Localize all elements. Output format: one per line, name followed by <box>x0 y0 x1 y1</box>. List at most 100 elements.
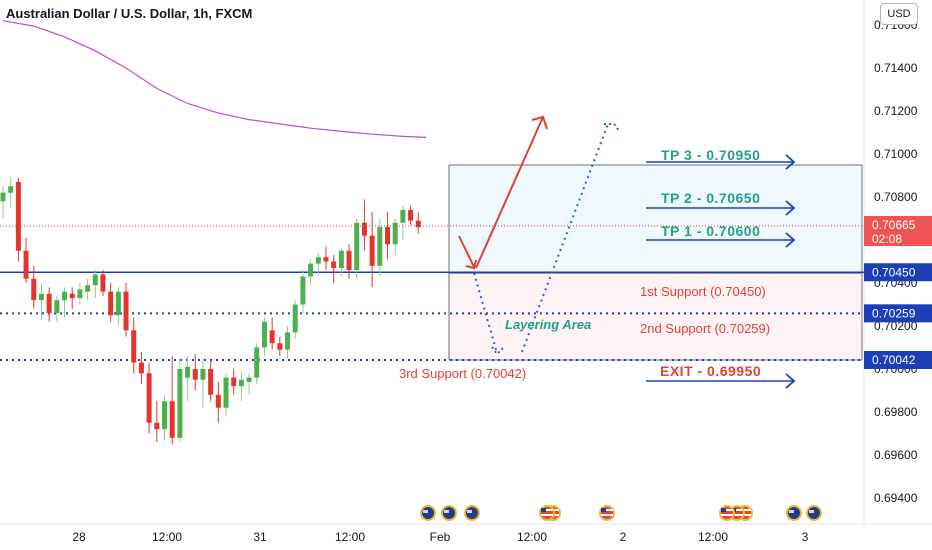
candle-body <box>192 369 198 380</box>
price-tick-label: 0.69400 <box>874 491 918 505</box>
candle-body <box>62 291 68 301</box>
candle-body <box>377 227 383 266</box>
drop-arrow-red-head <box>465 259 477 270</box>
candle-body <box>223 377 229 408</box>
candle-body <box>400 209 406 223</box>
australia-flag-icon[interactable] <box>420 505 436 521</box>
first-support-label: 1st Support (0.70450) <box>640 284 766 299</box>
candle-body <box>92 274 98 286</box>
candle-body <box>315 257 321 264</box>
candle-body <box>231 377 237 387</box>
us-flag-icon[interactable] <box>539 505 555 521</box>
projection-arrows <box>458 115 621 356</box>
candle-body <box>308 263 314 277</box>
australia-flag-icon[interactable] <box>441 505 457 521</box>
time-tick-label: 28 <box>72 530 86 544</box>
candle-body <box>300 276 306 305</box>
currency-button[interactable]: USD <box>880 3 918 25</box>
time-tick-label: 3 <box>802 530 809 544</box>
time-tick-label: 12:00 <box>152 530 182 544</box>
candle-body <box>169 401 175 438</box>
candle-body <box>8 186 14 193</box>
time-tick-label: 12:00 <box>698 530 728 544</box>
layering-zone <box>449 273 862 360</box>
support-levels <box>0 271 864 361</box>
candle-body <box>54 300 60 314</box>
price-tick-label: 0.69600 <box>874 448 918 462</box>
price-axis[interactable]: 0.716000.714000.712000.710000.708000.706… <box>874 18 918 505</box>
current-price-tag-text: 0.70665 <box>872 218 916 232</box>
layering-area-label: Layering Area <box>505 317 591 332</box>
candle-body <box>200 369 206 380</box>
rally-arrow-red <box>475 116 544 269</box>
time-tick-label: Feb <box>430 530 451 544</box>
third-support-label: 3rd Support (0.70042) <box>399 366 526 381</box>
tp1-label: TP 1 - 0.70600 <box>661 223 760 239</box>
candle-body <box>15 181 21 251</box>
time-axis[interactable]: 28 12:00 31 12:00 Feb 12:00 2 12:00 3 <box>72 530 808 544</box>
price-tick-label: 0.71200 <box>874 104 918 118</box>
time-tick-label: 12:00 <box>335 530 365 544</box>
candles <box>0 177 421 445</box>
second-support-label: 2nd Support (0.70259) <box>640 321 770 336</box>
candle-body <box>115 291 121 316</box>
rally-arrow-blue-head <box>604 123 621 133</box>
candle-body <box>146 373 152 423</box>
candle-body <box>31 278 37 301</box>
candle-body <box>369 235 375 266</box>
time-tick-label: 31 <box>253 530 267 544</box>
candle-body <box>69 293 75 299</box>
time-tick-label: 12:00 <box>517 530 547 544</box>
moving-average <box>2 20 427 138</box>
candle-body <box>38 293 44 301</box>
support-price-tag-text: 0.70042 <box>872 353 916 367</box>
candle-body <box>338 250 344 268</box>
support-price-tag-text: 0.70450 <box>872 265 916 279</box>
candle-body <box>23 250 29 279</box>
target-arrow-head <box>785 373 796 389</box>
support-price-tag-text: 0.70259 <box>872 306 916 320</box>
candle-body <box>208 369 214 395</box>
time-tick-label: 2 <box>620 530 627 544</box>
price-tick-label: 0.70800 <box>874 190 918 204</box>
drop-arrow-blue <box>473 272 498 354</box>
candle-body <box>138 362 144 374</box>
price-tick-label: 0.70200 <box>874 319 918 333</box>
candle-body <box>0 192 6 202</box>
candle-body <box>277 343 283 350</box>
target-arrow-head <box>785 154 796 170</box>
candle-body <box>323 257 329 262</box>
us-flag-icon[interactable] <box>719 505 735 521</box>
candle-body <box>285 332 291 350</box>
tp2-label: TP 2 - 0.70650 <box>661 190 760 206</box>
candle-body <box>77 289 83 299</box>
target-arrow-head <box>785 200 796 216</box>
australia-flag-icon[interactable] <box>806 505 822 521</box>
candle-body <box>238 379 244 387</box>
price-tick-label: 0.71400 <box>874 61 918 75</box>
candle-body <box>131 330 137 363</box>
drop-arrow-red <box>458 235 475 268</box>
candle-body <box>269 330 275 344</box>
candle-body <box>415 220 421 228</box>
target-arrows <box>646 154 796 389</box>
us-flag-icon[interactable] <box>599 505 615 521</box>
price-tick-label: 0.71000 <box>874 147 918 161</box>
moving-average-line <box>2 20 427 138</box>
australia-flag-icon[interactable] <box>464 505 480 521</box>
candle-body <box>177 369 183 438</box>
support-price-tag <box>864 304 932 323</box>
event-icons[interactable] <box>420 505 822 521</box>
candle-body <box>261 321 267 348</box>
candle-body <box>246 377 252 382</box>
rally-arrow-blue <box>521 123 609 353</box>
countdown-timer-text: 02:08 <box>872 232 902 246</box>
australia-flag-icon[interactable] <box>786 505 802 521</box>
candle-body <box>215 394 221 408</box>
candle-body <box>185 366 191 378</box>
chart-title: Australian Dollar / U.S. Dollar, 1h, FXC… <box>6 6 252 21</box>
candle-body <box>292 304 298 333</box>
